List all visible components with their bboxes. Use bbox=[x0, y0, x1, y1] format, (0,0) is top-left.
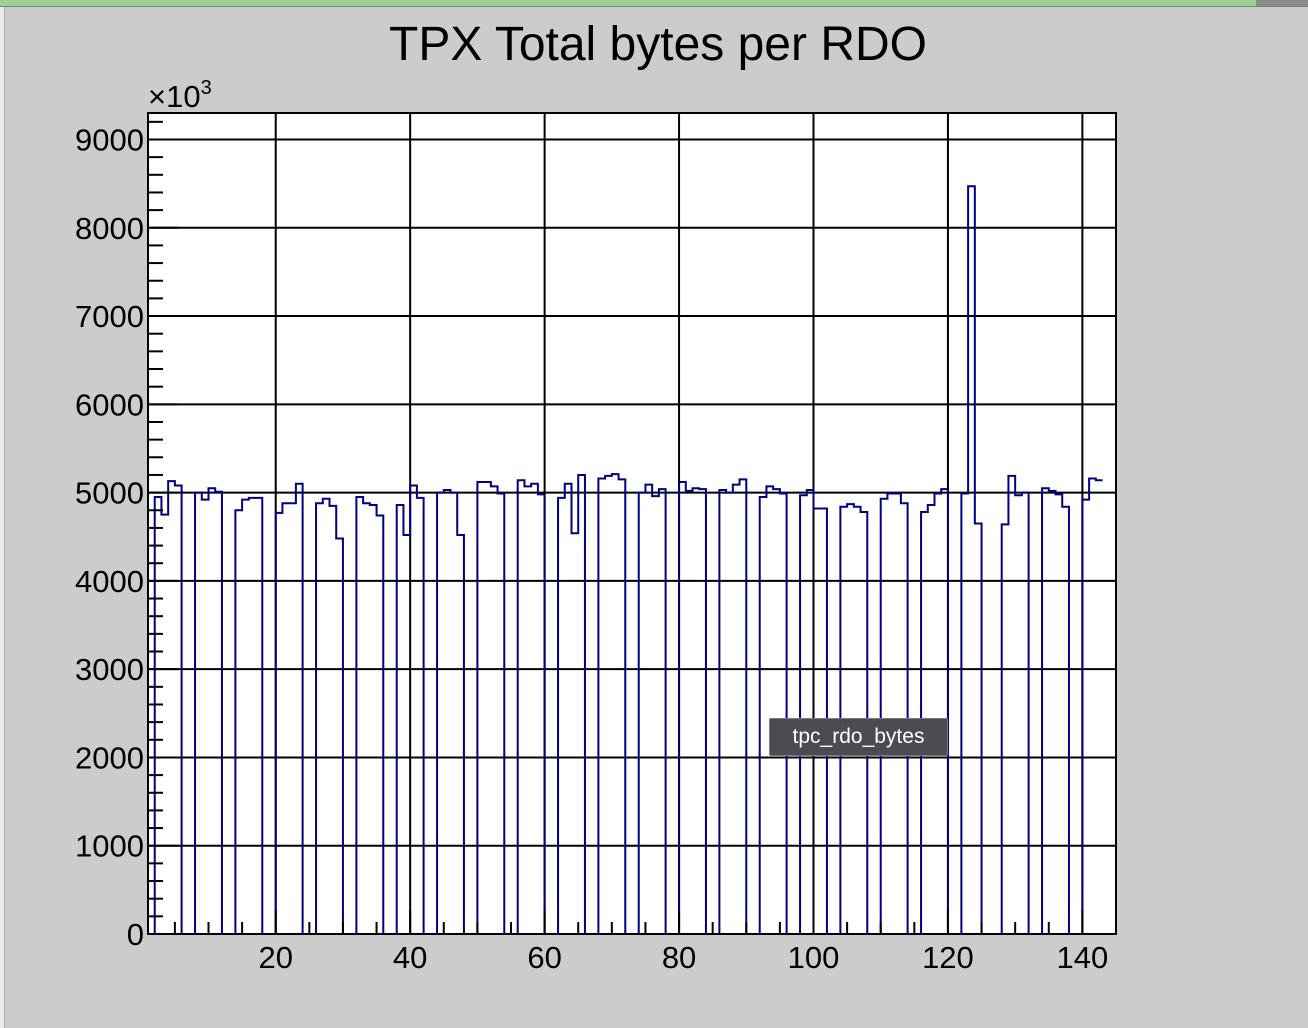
y-axis-multiplier: ×103 bbox=[148, 77, 212, 114]
axis-ticks bbox=[148, 120, 1084, 935]
y-tick-label: 7000 bbox=[75, 299, 144, 334]
window-top-bar bbox=[0, 0, 1308, 7]
plot-frame bbox=[147, 112, 1117, 935]
y-tick-label: 1000 bbox=[75, 829, 144, 864]
y-tick-label: 5000 bbox=[75, 476, 144, 511]
x-tick-label: 40 bbox=[393, 940, 427, 975]
y-tick-label: 4000 bbox=[75, 564, 144, 599]
y-tick-label: 9000 bbox=[75, 122, 144, 157]
window-top-bar-corner bbox=[1256, 0, 1308, 6]
y-axis-tick-labels: 0 1000 2000 3000 4000 5000 6000 7000 8000 9000 bbox=[75, 122, 144, 952]
window-left-edge bbox=[0, 7, 5, 1028]
x-tick-label: 20 bbox=[258, 940, 292, 975]
y-tick-label: 6000 bbox=[75, 387, 144, 422]
x-axis-tick-labels: 20 40 60 80 100 120 140 bbox=[258, 940, 1108, 975]
plot-area[interactable] bbox=[148, 113, 1116, 934]
x-tick-label: 60 bbox=[527, 940, 561, 975]
x-tick-label: 100 bbox=[788, 940, 840, 975]
tooltip: tpc_rdo_bytes bbox=[769, 718, 948, 756]
y-tick-label: 0 bbox=[127, 917, 144, 952]
x-tick-label: 80 bbox=[662, 940, 696, 975]
y-tick-label: 8000 bbox=[75, 211, 144, 246]
y-tick-label: 3000 bbox=[75, 652, 144, 687]
y-axis-multiplier-exponent: 3 bbox=[201, 77, 212, 99]
y-tick-label: 2000 bbox=[75, 740, 144, 775]
chart-title: TPX Total bytes per RDO bbox=[389, 18, 927, 71]
x-tick-label: 140 bbox=[1057, 940, 1109, 975]
x-tick-label: 120 bbox=[922, 940, 974, 975]
